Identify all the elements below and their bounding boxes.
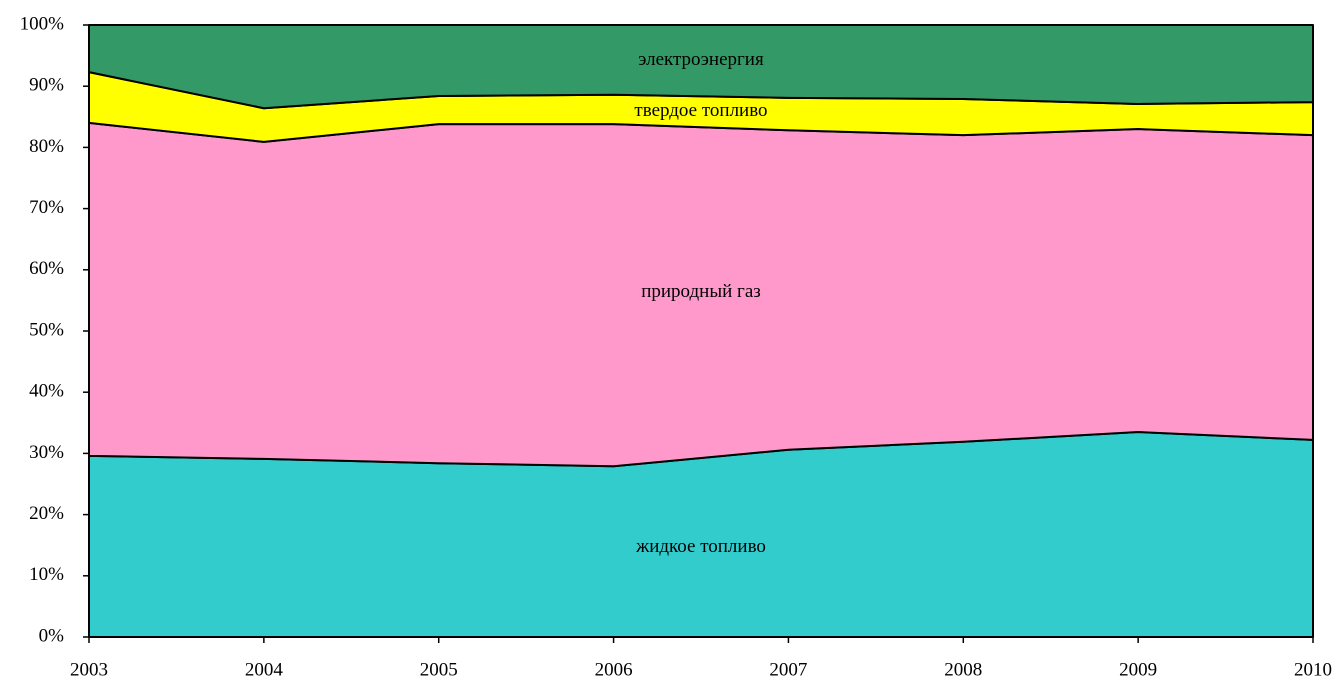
y-tick-label: 10% <box>29 564 64 585</box>
y-tick-label: 70% <box>29 197 64 218</box>
x-tick-label: 2004 <box>245 659 284 680</box>
area <box>88 24 1314 110</box>
x-tick-label: 2008 <box>944 659 982 680</box>
x-tick-label: 2003 <box>70 659 108 680</box>
x-tick-label: 2006 <box>595 659 633 680</box>
y-tick-label: 50% <box>29 319 64 340</box>
y-tick-label: 40% <box>29 381 64 402</box>
x-tick-label: 2005 <box>420 659 458 680</box>
x-tick-label: 2010 <box>1294 659 1332 680</box>
x-tick-label: 2009 <box>1119 659 1157 680</box>
y-tick-label: 90% <box>29 75 64 96</box>
y-tick-label: 60% <box>29 258 64 279</box>
series-label: твердое топливо <box>634 100 767 121</box>
series-label: жидкое топливо <box>635 536 766 557</box>
area <box>88 430 1314 638</box>
y-tick-label: 80% <box>29 136 64 157</box>
y-tick-label: 100% <box>20 13 65 34</box>
y-tick-label: 0% <box>39 625 65 646</box>
y-tick-label: 20% <box>29 503 64 524</box>
series-label: электроэнергия <box>638 49 764 70</box>
y-tick-label: 30% <box>29 442 64 463</box>
series-label: природный газ <box>641 281 761 302</box>
x-tick-label: 2007 <box>769 659 807 680</box>
